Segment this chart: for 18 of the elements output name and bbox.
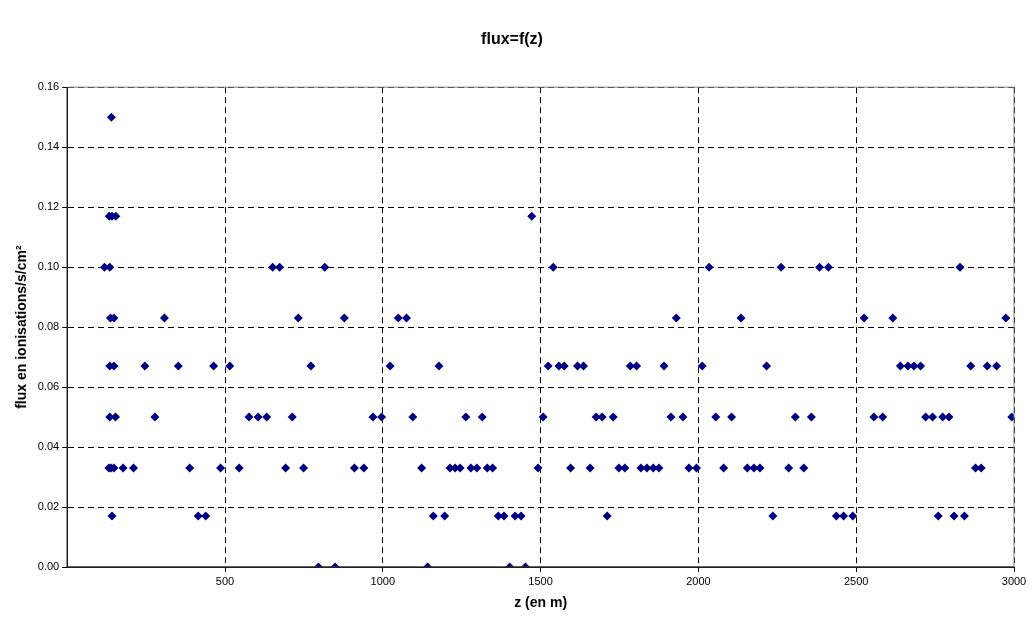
x-tick-label: 1500 [528,574,553,587]
y-tick-label: 0.14 [37,140,60,153]
x-tick-label: 3000 [1001,574,1027,587]
x-axis-title: z (en m) [514,594,568,611]
y-tick-label: 0.02 [37,500,60,513]
y-tick-label: 0.12 [37,200,60,213]
y-tick-label: 0.00 [37,560,60,573]
chart-title: flux=f(z) [481,30,543,48]
x-tick-label: 1000 [370,574,396,587]
y-tick-label: 0.04 [37,440,60,453]
y-axis-title: flux en ionisations/s/cm² [13,245,30,409]
x-tick-label: 2500 [843,574,869,587]
y-tick-label: 0.08 [37,320,60,333]
y-tick-label: 0.10 [37,260,60,273]
y-tick-label: 0.16 [37,80,60,93]
x-tick-label: 500 [215,574,235,587]
y-tick-label: 0.06 [37,380,60,393]
x-tick-label: 2000 [686,574,711,587]
